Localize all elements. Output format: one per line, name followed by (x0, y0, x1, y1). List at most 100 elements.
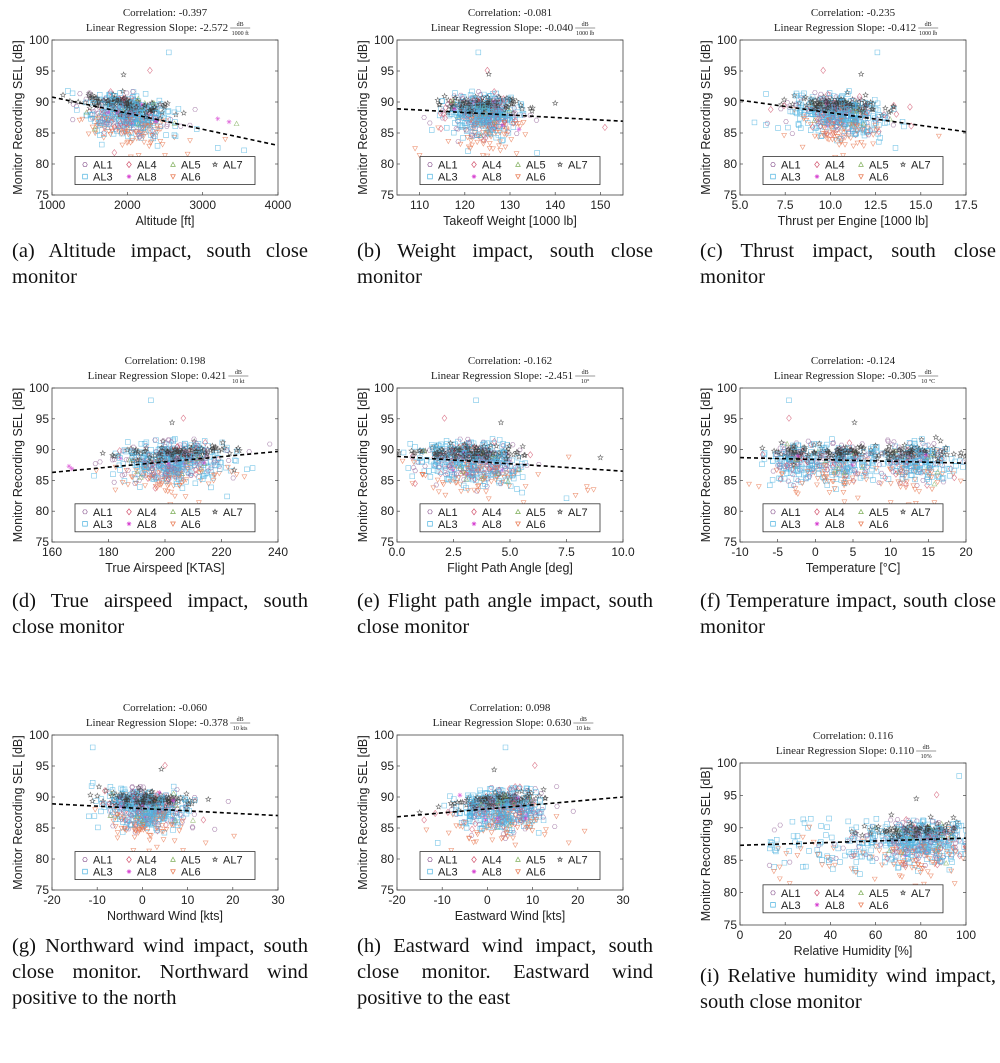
chart-title-correlation: Correlation: -0.162 (468, 355, 552, 367)
slope-unit-denominator: 10° (581, 378, 590, 385)
y-tick-label: 100 (374, 381, 394, 395)
legend-label: AL7 (911, 507, 931, 519)
slope-unit-numerator: dB (237, 717, 244, 723)
y-tick-label: 95 (36, 412, 50, 426)
subfigure-caption: (b) Weight impact, south close monitor (357, 238, 653, 290)
legend-label: AL7 (223, 160, 243, 172)
legend-label: AL5 (181, 507, 201, 519)
legend-marker-al8 (472, 174, 477, 179)
slope-unit-numerator: dB (925, 370, 932, 376)
x-tick-label: 140 (545, 198, 565, 212)
x-axis-label: Takeoff Weight [1000 lb] (443, 214, 577, 228)
legend-label: AL4 (482, 160, 502, 172)
outlier-point (227, 119, 232, 124)
x-tick-label: 3000 (189, 198, 216, 212)
legend-label: AL3 (781, 172, 801, 184)
data-point (967, 448, 972, 453)
x-tick-label: 10.0 (819, 198, 843, 212)
x-tick-label: 160 (42, 545, 62, 559)
y-tick-label: 95 (36, 64, 50, 78)
legend-label: AL8 (482, 519, 502, 531)
legend-label: AL5 (869, 507, 889, 519)
slope-unit-numerator: dB (582, 370, 589, 376)
legend-label: AL1 (438, 160, 458, 172)
x-tick-label: -5 (772, 545, 783, 559)
legend-label: AL1 (781, 507, 801, 519)
x-tick-label: 10.0 (611, 545, 635, 559)
y-tick-label: 95 (724, 412, 738, 426)
x-tick-label: 17.5 (954, 198, 978, 212)
legend-label: AL1 (781, 160, 801, 172)
legend-label: AL4 (482, 507, 502, 519)
x-tick-label: 130 (500, 198, 520, 212)
legend-label: AL6 (869, 172, 889, 184)
y-tick-label: 85 (724, 126, 738, 140)
legend-label: AL1 (93, 160, 113, 172)
y-axis-label: Monitor Recording SEL [dB] (699, 40, 713, 194)
x-tick-label: 7.5 (558, 545, 575, 559)
y-tick-label: 85 (381, 126, 395, 140)
y-axis-label: Monitor Recording SEL [dB] (356, 388, 370, 542)
legend-label: AL6 (526, 172, 546, 184)
y-tick-label: 85 (381, 473, 395, 487)
x-tick-label: 200 (155, 545, 175, 559)
legend-label: AL4 (137, 160, 157, 172)
y-tick-label: 80 (381, 157, 395, 171)
legend-label: AL7 (911, 160, 931, 172)
subfigure-caption: (c) Thrust impact, south close monitor (700, 238, 996, 290)
x-tick-label: 5.0 (732, 198, 749, 212)
legend-label: AL4 (137, 507, 157, 519)
chart-title-slope: Linear Regression Slope: -2.451 (431, 370, 573, 382)
slope-unit-denominator: 10 °C (921, 378, 935, 385)
legend-marker-al8 (127, 174, 132, 179)
x-tick-label: -10 (731, 545, 749, 559)
x-tick-label: 220 (211, 545, 231, 559)
y-tick-label: 100 (374, 33, 394, 47)
slope-unit-denominator: 1000 lb (919, 31, 937, 37)
subfigure-caption: (f) Temperature impact, south close moni… (700, 588, 996, 640)
x-tick-label: 2000 (114, 198, 141, 212)
y-tick-label: 90 (36, 443, 50, 457)
y-tick-label: 100 (29, 33, 49, 47)
legend-label: AL5 (869, 160, 889, 172)
legend-label: AL4 (825, 507, 845, 519)
legend-label: AL1 (93, 507, 113, 519)
legend-label: AL8 (825, 519, 845, 531)
chart-title-correlation: Correlation: -0.124 (811, 355, 896, 367)
legend-label: AL8 (825, 172, 845, 184)
x-tick-label: 0.0 (389, 545, 406, 559)
legend-label: AL3 (781, 519, 801, 531)
x-tick-label: 15.0 (909, 198, 933, 212)
data-point (967, 449, 972, 454)
chart-title-correlation: Correlation: -0.081 (468, 7, 552, 19)
data-point (924, 453, 929, 458)
legend-label: AL6 (526, 519, 546, 531)
data-point (986, 466, 991, 472)
x-axis-label: Temperature [°C] (806, 561, 901, 575)
x-tick-label: 5 (850, 545, 857, 559)
legend-label: AL6 (181, 519, 201, 531)
y-axis-label: Monitor Recording SEL [dB] (11, 40, 25, 194)
chart-title-correlation: Correlation: -0.060 (123, 702, 208, 714)
x-axis-label: Flight Path Angle [deg] (447, 561, 573, 575)
y-tick-label: 80 (36, 504, 50, 518)
x-axis-label: True Airspeed [KTAS] (105, 561, 225, 575)
slope-unit-numerator: dB (582, 22, 589, 28)
chart-title-slope: Linear Regression Slope: -0.412 (774, 22, 916, 34)
chart-title-correlation: Correlation: 0.198 (125, 355, 206, 367)
